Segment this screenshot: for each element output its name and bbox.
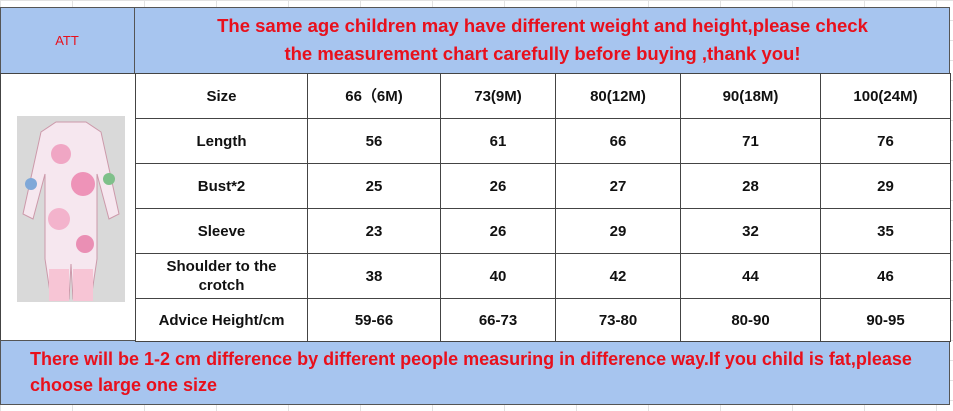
cell-value: 26 bbox=[440, 163, 556, 209]
flower bbox=[103, 173, 115, 185]
row-label: Bust*2 bbox=[135, 163, 308, 209]
cell-value: 25 bbox=[307, 163, 441, 209]
footer-band bbox=[0, 340, 950, 405]
product-photo bbox=[17, 116, 125, 302]
row-label: Shoulder to the crotch bbox=[135, 253, 308, 299]
title-line: the measurement chart carefully before b… bbox=[284, 43, 801, 64]
row-label: Size bbox=[135, 73, 308, 119]
cell-value: 80-90 bbox=[680, 298, 821, 342]
cell-value: 28 bbox=[680, 163, 821, 209]
cell-value: 42 bbox=[555, 253, 681, 299]
flower bbox=[71, 172, 95, 196]
cell-value: 26 bbox=[440, 208, 556, 254]
romper bbox=[22, 121, 120, 300]
flower bbox=[51, 144, 71, 164]
cell-value: 90-95 bbox=[820, 298, 951, 342]
cell-value: 32 bbox=[680, 208, 821, 254]
cell-value: 44 bbox=[680, 253, 821, 299]
cell-value: 66-73 bbox=[440, 298, 556, 342]
cell-value: 29 bbox=[555, 208, 681, 254]
footer-note: There will be 1-2 cm difference by diffe… bbox=[30, 349, 912, 395]
title-line: The same age children may have different… bbox=[217, 15, 868, 36]
flower bbox=[48, 208, 70, 230]
header-band bbox=[0, 7, 950, 74]
cell-value: 23 bbox=[307, 208, 441, 254]
cell-value: 73-80 bbox=[555, 298, 681, 342]
column-header: 80(12M) bbox=[555, 73, 681, 119]
row-label: Length bbox=[135, 118, 308, 164]
cell-value: 66 bbox=[555, 118, 681, 164]
cell-value: 38 bbox=[307, 253, 441, 299]
cell-value: 61 bbox=[440, 118, 556, 164]
cuff bbox=[73, 269, 93, 301]
cell-value: 56 bbox=[307, 118, 441, 164]
tag: ATT bbox=[0, 7, 135, 74]
column-header: 90(18M) bbox=[680, 73, 821, 119]
cell-value: 35 bbox=[820, 208, 951, 254]
column-header: 66（6M) bbox=[307, 73, 441, 119]
flower bbox=[76, 235, 94, 253]
header-title: The same age children may have different… bbox=[135, 12, 950, 68]
column-header: 73(9M) bbox=[440, 73, 556, 119]
cell-value: 27 bbox=[555, 163, 681, 209]
cell-value: 40 bbox=[440, 253, 556, 299]
column-header: 100(24M) bbox=[820, 73, 951, 119]
cell-value: 76 bbox=[820, 118, 951, 164]
row-label: Advice Height/cm bbox=[135, 298, 308, 342]
cell-value: 46 bbox=[820, 253, 951, 299]
cell-value: 59-66 bbox=[307, 298, 441, 342]
cell-value: 71 bbox=[680, 118, 821, 164]
flower bbox=[25, 178, 37, 190]
cuff bbox=[49, 269, 69, 301]
row-label: Sleeve bbox=[135, 208, 308, 254]
cell-value: 29 bbox=[820, 163, 951, 209]
product-photo-cell bbox=[0, 73, 136, 341]
